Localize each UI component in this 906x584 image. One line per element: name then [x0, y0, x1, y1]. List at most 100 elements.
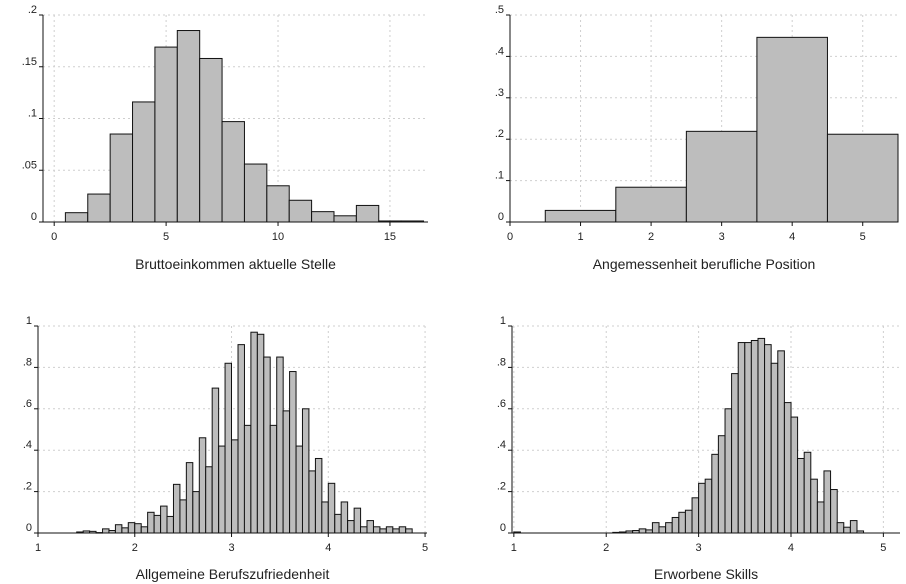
y-tick-label: .2	[28, 4, 37, 16]
histogram-bar	[121, 527, 129, 534]
histogram-bar	[231, 439, 239, 534]
histogram-bar	[288, 199, 313, 223]
histogram-bar	[334, 513, 342, 534]
histogram-bar	[392, 528, 400, 534]
histogram-bar	[314, 457, 323, 534]
panel-angemessenheit: 0 .1 .2 .3 .4 .5 0 1 2 3 4 5 Angemessenheit beruflic…	[495, 4, 899, 272]
histogram-bar	[826, 133, 899, 223]
histogram-bar	[154, 46, 178, 223]
x-axis-title: Erworbene Skills	[654, 566, 758, 582]
histogram-bar	[651, 522, 660, 534]
y-tick-label: .6	[23, 398, 32, 410]
histogram-bar	[172, 483, 181, 534]
histogram-bar	[658, 526, 667, 534]
histogram-bar	[836, 522, 845, 534]
histogram-bar	[176, 30, 201, 223]
histogram-bar	[347, 520, 355, 534]
x-tick-label: 15	[384, 231, 396, 243]
histogram-bar	[849, 520, 858, 534]
histogram-bar	[311, 211, 335, 223]
histogram-bar	[770, 362, 779, 534]
x-axis-title: Allgemeine Berufszufriedenheit	[136, 566, 330, 582]
y-tick-label: .1	[495, 170, 504, 182]
histogram-bar	[685, 130, 758, 223]
x-tick-label: 4	[325, 542, 331, 554]
histogram-bar	[717, 435, 726, 534]
x-tick-label: 4	[788, 542, 794, 554]
histogram-bar	[757, 337, 766, 534]
histogram-bar	[333, 215, 357, 223]
y-tick-label: .3	[495, 87, 504, 99]
x-tick-label: 0	[51, 231, 57, 243]
histogram-bar	[205, 466, 213, 534]
histogram-bar	[744, 342, 752, 534]
x-tick-label: 5	[880, 542, 886, 554]
histogram-bar	[783, 402, 792, 534]
histogram-bar	[198, 437, 207, 534]
y-tick-label: .15	[22, 56, 37, 68]
y-tick-label: .5	[495, 4, 504, 16]
x-tick-label: 5	[860, 231, 866, 243]
y-tick-label: 1	[500, 315, 506, 327]
histogram-bar	[153, 514, 162, 534]
histogram-bar	[160, 505, 168, 534]
y-tick-label: .2	[23, 481, 32, 493]
histogram-bar	[321, 501, 329, 534]
histogram-bar	[615, 186, 687, 223]
histogram-bar	[353, 507, 362, 534]
x-axis-title: Angemessenheit berufliche Position	[593, 256, 816, 272]
histogram-bar	[678, 511, 686, 534]
x-tick-label: 1	[35, 542, 41, 554]
histogram-bar	[385, 526, 394, 534]
histogram-bar	[250, 331, 258, 534]
panel-bruttoeinkommen: 0 .05 .1 .15 .2 0 5 10 15 Bruttoeinkommen aktuell…	[22, 4, 428, 272]
histogram-bar	[185, 462, 194, 534]
histogram-bar	[405, 528, 413, 534]
histogram-bar	[127, 522, 136, 534]
histogram-bar	[134, 523, 142, 534]
y-tick-label: .4	[497, 439, 506, 451]
histogram-bar	[816, 501, 825, 534]
histogram-bar	[308, 470, 316, 534]
x-tick-label: 1	[577, 231, 583, 243]
y-tick-label: .05	[22, 159, 37, 171]
x-tick-label: 2	[648, 231, 654, 243]
histogram-bar	[398, 526, 407, 534]
histogram-bar	[790, 416, 799, 534]
histogram-bar	[224, 362, 233, 534]
histogram-bar	[211, 387, 220, 534]
histogram-bar	[698, 482, 706, 534]
histogram-bar	[843, 526, 851, 534]
histogram-bar	[295, 445, 304, 534]
x-tick-label: 1	[511, 542, 517, 554]
histogram-bar	[237, 344, 245, 534]
y-tick-label: 0	[500, 522, 506, 534]
histogram-bar	[671, 516, 680, 534]
histogram-bar	[114, 524, 123, 534]
x-tick-label: 4	[789, 231, 795, 243]
histogram-bar	[179, 499, 187, 534]
histogram-bar	[243, 424, 252, 534]
histogram-bar	[823, 470, 832, 534]
histogram-bar	[266, 185, 290, 223]
histogram-bar	[199, 57, 223, 223]
histogram-bar	[737, 342, 746, 534]
x-tick-label: 3	[228, 542, 234, 554]
histogram-bar	[276, 356, 284, 534]
histogram-bar	[289, 371, 297, 534]
x-tick-label: 2	[132, 542, 138, 554]
histogram-bar	[797, 457, 805, 534]
histogram-bar	[803, 451, 812, 534]
y-tick-label: 0	[498, 211, 504, 223]
histogram-bar	[638, 528, 647, 534]
histogram-bar	[366, 520, 374, 534]
histogram-bar	[360, 526, 368, 534]
histogram-bar	[192, 491, 200, 534]
histogram-bar	[830, 489, 838, 534]
histogram-bar	[221, 121, 245, 223]
histogram-bar	[132, 101, 156, 223]
panel-erworbene-skills: 0 .2 .4 .6 .8 1 1 2 3 4 5 Erworbene Skills	[497, 315, 900, 582]
histogram-bar	[109, 133, 134, 223]
histogram-bar	[263, 356, 271, 534]
y-tick-label: .1	[28, 108, 37, 120]
